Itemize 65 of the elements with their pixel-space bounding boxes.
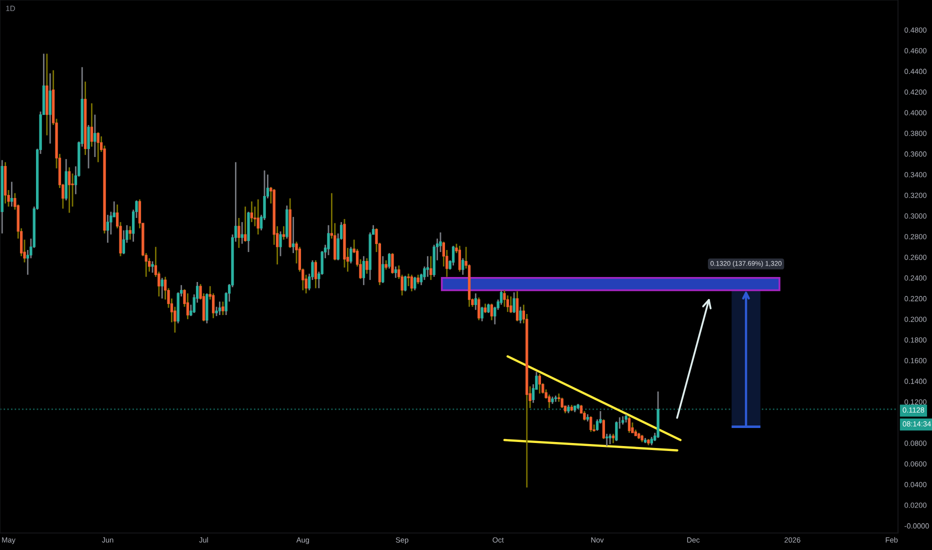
candlestick	[490, 302, 493, 321]
candlestick	[382, 255, 384, 284]
candlestick	[590, 416, 592, 432]
candlestick	[10, 181, 14, 208]
candlestick	[538, 373, 541, 394]
candlestick	[256, 198, 260, 236]
candlestick	[410, 274, 414, 292]
candlestick	[151, 260, 154, 274]
candlestick	[519, 306, 522, 324]
candlestick	[516, 290, 519, 322]
candlestick	[608, 433, 612, 445]
candlestick	[407, 273, 410, 287]
candlestick	[452, 245, 455, 266]
candlestick	[462, 258, 464, 276]
candlestick	[430, 255, 432, 281]
candlestick	[474, 292, 477, 311]
candlestick	[394, 266, 398, 279]
candlestick	[366, 258, 368, 274]
candlestick	[186, 292, 190, 320]
candlestick	[48, 72, 52, 144]
candlestick	[416, 274, 420, 285]
candlestick	[480, 306, 484, 322]
candlestick	[71, 172, 74, 208]
candlestick	[96, 132, 100, 163]
candlestick	[612, 433, 615, 444]
candlestick	[384, 260, 388, 270]
candlestick	[602, 418, 605, 440]
candlestick	[279, 230, 282, 257]
candlestick	[391, 252, 394, 274]
candlestick	[615, 420, 618, 442]
candlestick	[244, 206, 247, 242]
candlestick	[560, 396, 564, 409]
candlestick	[404, 275, 407, 292]
candlestick	[388, 252, 391, 270]
candlestick	[362, 255, 366, 286]
candlestick	[218, 300, 222, 316]
candlestick	[510, 296, 512, 314]
candlestick	[238, 217, 240, 249]
candlestick	[254, 206, 256, 227]
candlestick	[548, 394, 551, 409]
candlestick	[128, 226, 132, 240]
candlestick	[606, 433, 608, 447]
candlestick	[314, 260, 318, 289]
candlestick	[106, 214, 110, 244]
candlestick	[512, 292, 516, 314]
candlestick	[487, 302, 490, 314]
candlestick	[222, 300, 224, 316]
candlestick	[327, 224, 330, 256]
candlestick	[282, 226, 286, 240]
candlestick	[68, 166, 71, 214]
candlestick	[478, 296, 480, 321]
candlestick	[90, 102, 94, 148]
candlestick	[240, 221, 244, 244]
candlestick	[160, 277, 164, 300]
candlestick	[250, 200, 254, 223]
candlestick	[506, 294, 509, 313]
candlestick	[484, 302, 487, 314]
candlestick	[292, 216, 295, 254]
candlestick	[628, 416, 631, 434]
candlestick	[350, 246, 352, 264]
candlestick	[94, 114, 96, 158]
candlestick	[458, 245, 461, 272]
candlestick	[426, 255, 430, 278]
candlestick	[414, 276, 416, 291]
candlestick	[87, 124, 90, 170]
